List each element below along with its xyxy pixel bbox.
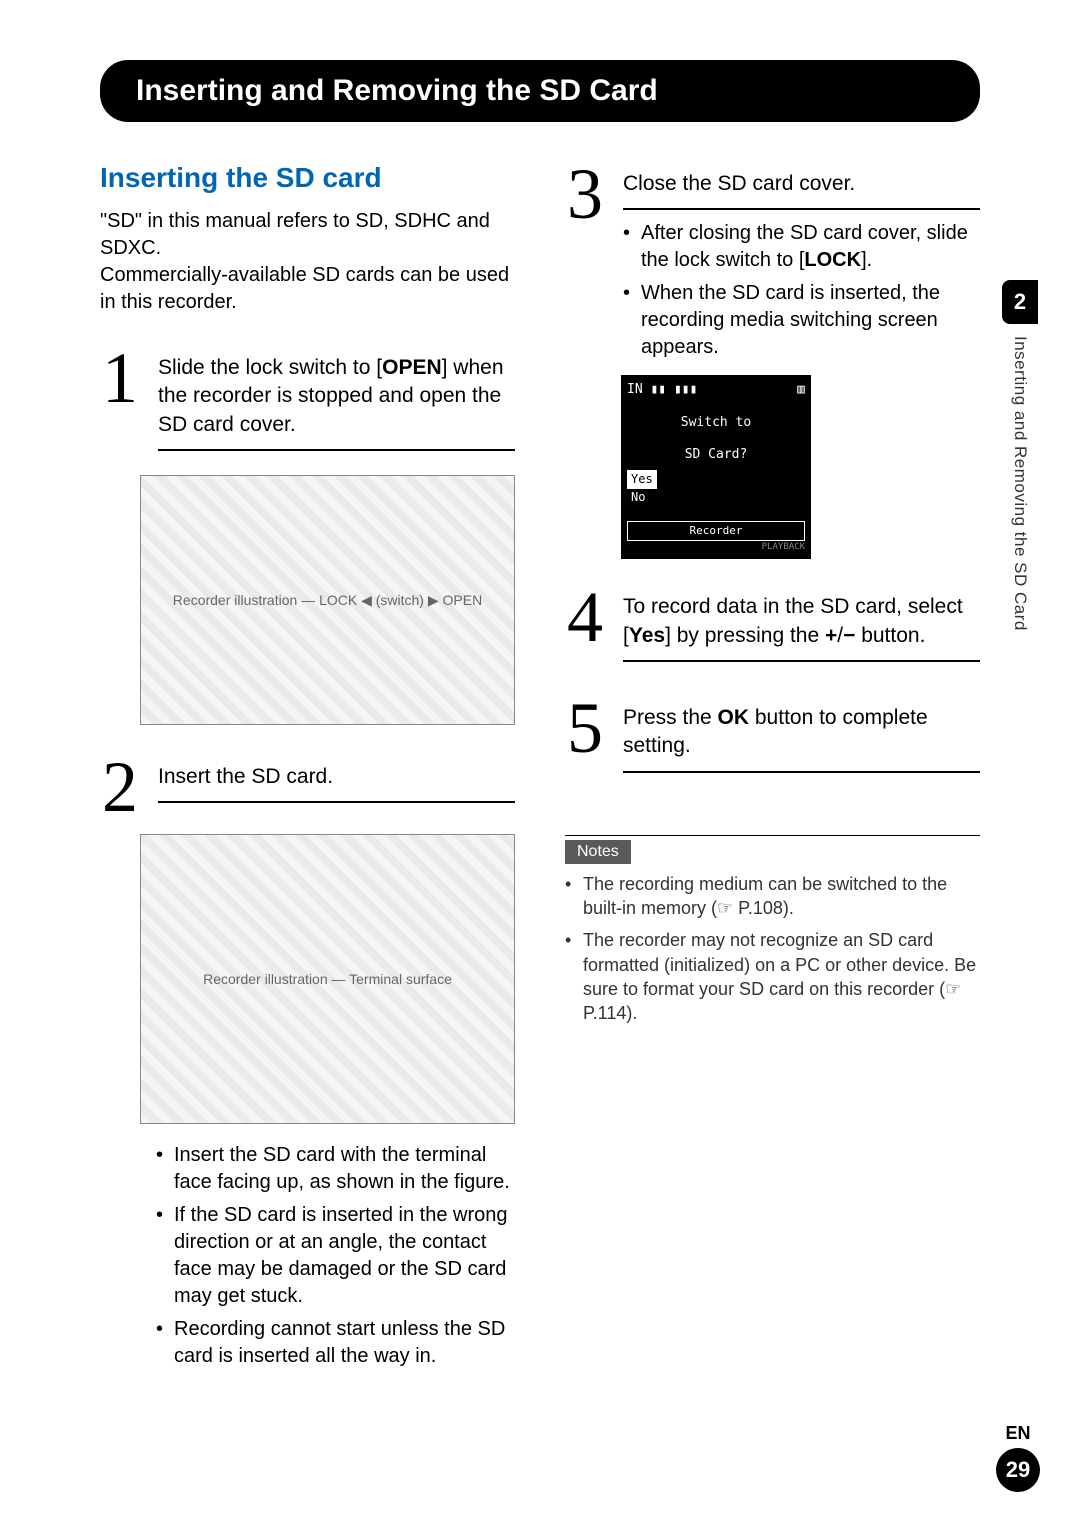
step-1-title: Slide the lock switch to [OPEN] when the… xyxy=(158,354,515,449)
step-3-number: 3 xyxy=(565,162,605,227)
step-1-number: 1 xyxy=(100,346,140,411)
step-2-body: Insert the SD card. xyxy=(158,755,515,813)
step-3-bullets: After closing the SD card cover, slide t… xyxy=(623,220,980,361)
step-3-body: Close the SD card cover. After closing t… xyxy=(623,162,980,367)
intro-text: "SD" in this manual refers to SD, SDHC a… xyxy=(100,208,515,316)
step-4-body: To record data in the SD card, select [Y… xyxy=(623,585,980,672)
section-heading: Inserting the SD card xyxy=(100,162,515,194)
step-5-title: Press the OK button to complete setting. xyxy=(623,704,980,771)
screen-tiny-label: PLAYBACK xyxy=(627,541,805,554)
step-4-number: 4 xyxy=(565,585,605,650)
step-2-bullets: Insert the SD card with the terminal fac… xyxy=(156,1142,515,1370)
side-tab: 2 Inserting and Removing the SD Card xyxy=(1000,280,1040,631)
step-2-bullet: Insert the SD card with the terminal fac… xyxy=(156,1142,515,1196)
content-columns: Inserting the SD card "SD" in this manua… xyxy=(100,162,980,1376)
step-2-divider xyxy=(158,801,515,803)
step-2: 2 Insert the SD card. xyxy=(100,755,515,820)
screen-line-1: Switch to xyxy=(627,414,805,432)
step-1-body: Slide the lock switch to [OPEN] when the… xyxy=(158,346,515,461)
screen-option-no: No xyxy=(627,489,649,505)
screen-status-bar: IN ▮▮ ▮▮▮▥ xyxy=(627,381,805,399)
step-2-bullet: If the SD card is inserted in the wrong … xyxy=(156,1202,515,1310)
footer-page-number: 29 xyxy=(996,1448,1040,1492)
left-column: Inserting the SD card "SD" in this manua… xyxy=(100,162,515,1376)
step-1-figure: Recorder illustration — LOCK ◀ (switch) … xyxy=(140,475,515,725)
notes-item: The recording medium can be switched to … xyxy=(565,872,980,921)
step-2-figure-caption: Recorder illustration — Terminal surface xyxy=(203,971,452,987)
intro-line-1: "SD" in this manual refers to SD, SDHC a… xyxy=(100,210,490,259)
step-4-title: To record data in the SD card, select [Y… xyxy=(623,593,980,660)
notes-label: Notes xyxy=(565,840,631,864)
step-5: 5 Press the OK button to complete settin… xyxy=(565,696,980,783)
step-1: 1 Slide the lock switch to [OPEN] when t… xyxy=(100,346,515,461)
notes-item: The recorder may not recognize an SD car… xyxy=(565,928,980,1025)
step-2-figure: Recorder illustration — Terminal surface xyxy=(140,834,515,1124)
step-1-figure-caption: Recorder illustration — LOCK ◀ (switch) … xyxy=(173,592,482,609)
step-3-bullet: When the SD card is inserted, the record… xyxy=(623,280,980,361)
step-5-body: Press the OK button to complete setting. xyxy=(623,696,980,783)
notes-list: The recording medium can be switched to … xyxy=(565,872,980,1026)
step-2-number: 2 xyxy=(100,755,140,820)
page-title: Inserting and Removing the SD Card xyxy=(136,74,944,108)
step-4-divider xyxy=(623,660,980,662)
intro-line-2: Commercially-available SD cards can be u… xyxy=(100,264,509,313)
page-footer: EN 29 xyxy=(996,1423,1040,1492)
side-vertical-label: Inserting and Removing the SD Card xyxy=(1010,336,1030,631)
screen-option-yes: Yes xyxy=(627,470,657,489)
step-4: 4 To record data in the SD card, select … xyxy=(565,585,980,672)
footer-language: EN xyxy=(996,1423,1040,1444)
page-title-bar: Inserting and Removing the SD Card xyxy=(100,60,980,122)
chapter-badge: 2 xyxy=(1002,280,1038,324)
step-2-title: Insert the SD card. xyxy=(158,763,515,801)
step-5-number: 5 xyxy=(565,696,605,761)
step-3-screen: IN ▮▮ ▮▮▮▥ Switch to SD Card? Yes No Rec… xyxy=(621,375,811,559)
right-column: 3 Close the SD card cover. After closing… xyxy=(565,162,980,1376)
screen-bottom-label: Recorder xyxy=(627,521,805,540)
step-3-title: Close the SD card cover. xyxy=(623,170,980,208)
step-3: 3 Close the SD card cover. After closing… xyxy=(565,162,980,367)
notes-section: Notes The recording medium can be switch… xyxy=(565,835,980,1026)
notes-divider xyxy=(565,835,980,836)
step-3-divider xyxy=(623,208,980,210)
step-5-divider xyxy=(623,771,980,773)
step-3-bullet: After closing the SD card cover, slide t… xyxy=(623,220,980,274)
screen-line-2: SD Card? xyxy=(627,446,805,464)
step-2-bullet: Recording cannot start unless the SD car… xyxy=(156,1316,515,1370)
step-1-divider xyxy=(158,449,515,451)
